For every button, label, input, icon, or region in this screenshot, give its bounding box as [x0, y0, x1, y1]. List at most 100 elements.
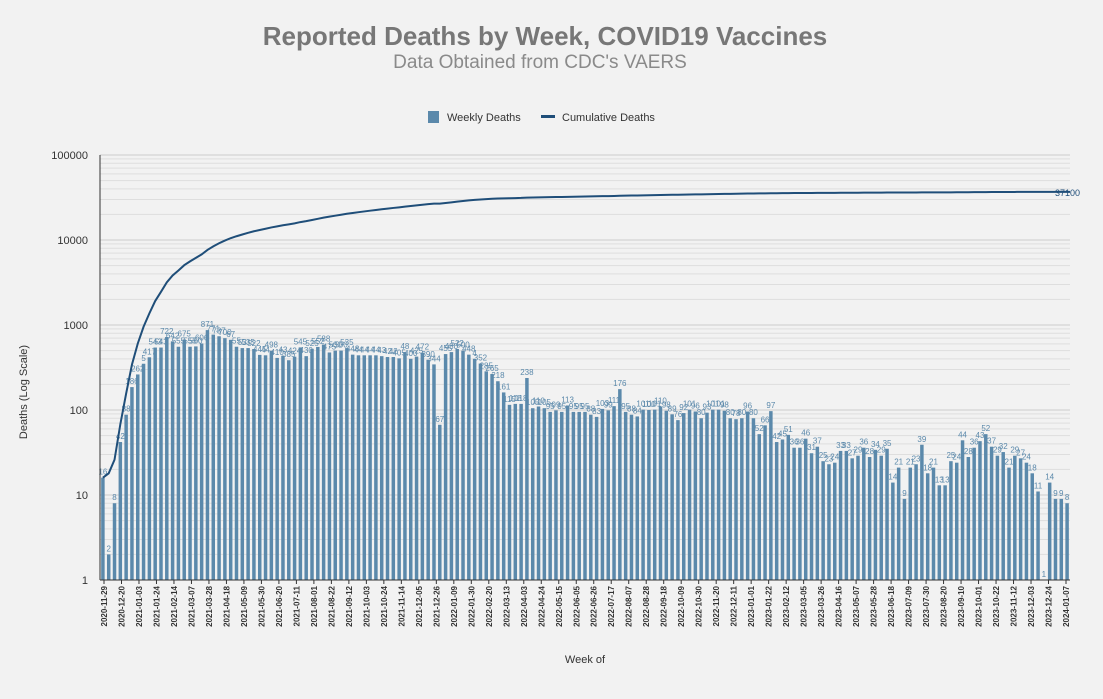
- bar: [530, 408, 535, 580]
- bar-value-label: 16: [98, 468, 107, 477]
- legend-item-cumulative[interactable]: Cumulative Deaths: [541, 112, 655, 124]
- bar-value-label: 29: [1010, 446, 1019, 455]
- bar: [891, 482, 895, 580]
- bar-value-label: 44: [360, 345, 369, 354]
- bar: [414, 356, 419, 580]
- data-labels: 1628428818626254175435437226425556755555…: [98, 320, 1069, 579]
- x-tick-label: 2023-01-01: [747, 585, 756, 626]
- bar: [780, 439, 785, 580]
- chart-title: Reported Deaths by Week, COVID19 Vaccine…: [263, 21, 828, 51]
- bar: [217, 336, 221, 580]
- bar: [1036, 491, 1040, 580]
- bar: [734, 419, 738, 580]
- bar-value-label: 99: [604, 400, 613, 409]
- bar-value-label: 78: [732, 409, 741, 418]
- legend-label-cumulative: Cumulative Deaths: [562, 112, 655, 124]
- x-axis-label: Week of: [565, 654, 606, 666]
- bar-value-label: 500: [456, 341, 470, 350]
- bar: [513, 403, 518, 580]
- x-tick-label: 2021-06-20: [275, 585, 284, 626]
- x-tick-label: 2022-08-28: [642, 585, 651, 626]
- bar-value-label: 115: [503, 395, 516, 404]
- bar: [850, 458, 854, 580]
- bar: [124, 414, 128, 580]
- bar: [409, 358, 413, 580]
- bar-value-label: 88: [122, 405, 131, 414]
- y-tick-label: 100: [70, 405, 88, 417]
- cumulative-line: [102, 190, 1070, 479]
- bar-value-label: 105: [526, 398, 540, 407]
- bar: [461, 350, 465, 580]
- bar-value-label: 535: [241, 338, 255, 347]
- bar: [954, 462, 959, 580]
- bar-value-label: 475: [323, 342, 337, 351]
- x-tick-label: 2022-01-09: [450, 585, 459, 626]
- bar: [275, 357, 279, 580]
- bar: [618, 389, 622, 580]
- bar-value-label: 39: [917, 435, 926, 444]
- bar-value-label: 871: [201, 320, 215, 329]
- x-tick-label: 2021-07-11: [292, 585, 301, 626]
- legend[interactable]: Weekly Deaths Cumulative Deaths: [428, 111, 655, 124]
- bar: [507, 404, 512, 580]
- x-tick-label: 2024-01-07: [1062, 585, 1071, 626]
- bar-value-label: 42: [116, 432, 125, 441]
- bar-value-label: 88: [586, 405, 595, 414]
- legend-item-weekly[interactable]: Weekly Deaths: [428, 111, 521, 124]
- x-tick-label: 2021-04-18: [222, 585, 231, 626]
- bar: [769, 411, 773, 580]
- bar: [112, 503, 117, 580]
- bar-value-label: 560: [189, 336, 203, 345]
- bar-value-label: 95: [569, 402, 578, 411]
- bar: [920, 444, 924, 580]
- bar: [606, 410, 610, 580]
- bar-value-label: 42: [772, 432, 781, 441]
- x-tick-label: 2022-02-20: [485, 585, 494, 626]
- bar-value-label: 97: [766, 401, 775, 410]
- x-tick-label: 2021-12-26: [432, 585, 441, 626]
- bar-value-label: 29: [877, 446, 886, 455]
- bar: [838, 450, 843, 580]
- bar-value-label: 480: [445, 342, 459, 351]
- bar-value-label: 13: [941, 475, 950, 484]
- bar-value-label: 535: [340, 338, 354, 347]
- bar-value-label: 37: [987, 437, 996, 446]
- bar: [914, 464, 918, 580]
- bar: [693, 411, 698, 580]
- bar: [281, 355, 285, 580]
- x-tick-label: 2021-11-14: [397, 585, 406, 626]
- bar: [1059, 498, 1064, 580]
- bar-value-label: 101: [683, 400, 697, 409]
- bar: [362, 355, 367, 580]
- y-tick-label: 1: [82, 575, 88, 587]
- bar-value-label: 21: [929, 458, 938, 467]
- bar: [589, 414, 593, 580]
- bar: [339, 350, 343, 580]
- bar-value-label: 522: [247, 339, 261, 348]
- bar: [118, 442, 123, 580]
- bar-value-label: 36: [790, 438, 799, 447]
- x-tick-label: 2021-03-28: [205, 585, 214, 626]
- bar: [211, 334, 216, 580]
- bar: [1007, 467, 1011, 580]
- bar-value-label: 36: [970, 438, 979, 447]
- bar: [966, 456, 971, 580]
- bar: [978, 441, 982, 580]
- bar: [833, 462, 837, 580]
- bar-value-label: 25: [819, 451, 828, 460]
- x-tick-label: 2021-09-12: [345, 585, 354, 626]
- x-tick-label: 2023-02-12: [782, 585, 791, 626]
- x-tick-label: 2021-05-30: [257, 585, 266, 626]
- bar: [1053, 498, 1058, 580]
- bar-value-label: 46: [801, 429, 810, 438]
- bar: [153, 347, 157, 580]
- bar-value-label: 24: [830, 453, 839, 462]
- bar: [147, 357, 152, 580]
- bar-value-label: 424: [288, 347, 302, 356]
- bar: [745, 411, 750, 580]
- bar: [159, 347, 163, 580]
- bar-value-label: 390: [421, 350, 435, 359]
- cumulative-end-label: 37100: [1055, 188, 1080, 198]
- x-tick-label: 2021-10-03: [362, 585, 371, 626]
- bar-value-label: 95: [546, 402, 555, 411]
